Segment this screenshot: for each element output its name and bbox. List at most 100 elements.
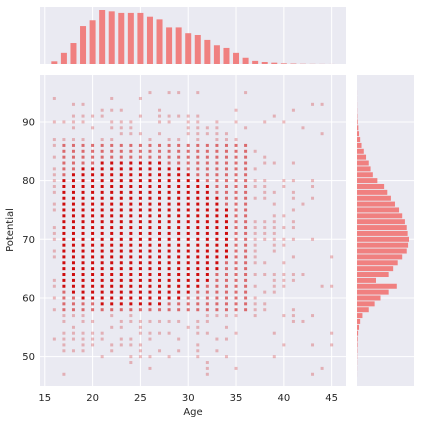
- scatter-point: [52, 226, 56, 230]
- scatter-point: [110, 108, 114, 112]
- scatter-point: [234, 249, 238, 253]
- scatter-point: [110, 202, 114, 206]
- scatter-point: [81, 261, 85, 265]
- scatter-point: [282, 278, 286, 282]
- scatter-point: [177, 138, 181, 142]
- scatter-point: [158, 349, 162, 353]
- scatter-point: [81, 226, 85, 230]
- scatter-point: [205, 273, 209, 277]
- scatter-point: [148, 190, 152, 194]
- potential-histogram-bar: [357, 207, 400, 213]
- potential-histogram-bar: [357, 172, 373, 178]
- age-histogram-bar: [185, 33, 192, 64]
- scatter-point: [129, 143, 133, 147]
- scatter-point: [110, 155, 114, 159]
- scatter-point: [253, 243, 257, 247]
- age-histogram-bar: [252, 60, 259, 64]
- scatter-point: [138, 208, 142, 212]
- scatter-point: [272, 220, 276, 224]
- scatter-point: [138, 149, 142, 153]
- scatter-point: [301, 126, 305, 130]
- scatter-point: [196, 184, 200, 188]
- scatter-point: [205, 143, 209, 147]
- scatter-point: [110, 231, 114, 235]
- scatter-point: [129, 296, 133, 300]
- scatter-point: [205, 319, 209, 323]
- scatter-point: [215, 237, 219, 241]
- scatter-point: [129, 337, 133, 341]
- scatter-point: [119, 161, 123, 165]
- scatter-point: [129, 179, 133, 183]
- scatter-point: [244, 231, 248, 235]
- scatter-point: [119, 214, 123, 218]
- scatter-point: [205, 366, 209, 370]
- scatter-point: [177, 284, 181, 288]
- scatter-point: [196, 138, 200, 142]
- scatter-point: [110, 243, 114, 247]
- scatter-point: [205, 372, 209, 376]
- scatter-point: [186, 284, 190, 288]
- scatter-point: [52, 308, 56, 312]
- scatter-point: [100, 161, 104, 165]
- scatter-point: [177, 226, 181, 230]
- scatter-point: [100, 179, 104, 183]
- scatter-point: [263, 226, 267, 230]
- scatter-point: [129, 278, 133, 282]
- scatter-point: [272, 190, 276, 194]
- scatter-point: [186, 231, 190, 235]
- scatter-point: [224, 296, 228, 300]
- scatter-point: [196, 173, 200, 177]
- scatter-point: [110, 237, 114, 241]
- scatter-point: [311, 314, 315, 318]
- scatter-point: [138, 331, 142, 335]
- scatter-point: [253, 237, 257, 241]
- scatter-point: [129, 132, 133, 136]
- scatter-point: [158, 290, 162, 294]
- scatter-point: [138, 284, 142, 288]
- scatter-point: [81, 143, 85, 147]
- scatter-point: [52, 143, 56, 147]
- scatter-point: [119, 308, 123, 312]
- scatter-point: [186, 214, 190, 218]
- scatter-point: [234, 296, 238, 300]
- potential-histogram-bar: [357, 142, 362, 148]
- scatter-point: [205, 184, 209, 188]
- scatter-point: [148, 319, 152, 323]
- scatter-point: [177, 302, 181, 306]
- scatter-point: [119, 167, 123, 171]
- scatter-point: [110, 179, 114, 183]
- scatter-point: [205, 202, 209, 206]
- potential-histogram-bar: [357, 213, 403, 219]
- scatter-point: [301, 273, 305, 277]
- scatter-point: [100, 337, 104, 341]
- scatter-point: [52, 96, 56, 100]
- scatter-point: [138, 226, 142, 230]
- scatter-point: [71, 349, 75, 353]
- scatter-point: [138, 343, 142, 347]
- scatter-point: [215, 126, 219, 130]
- scatter-point: [224, 149, 228, 153]
- scatter-point: [138, 308, 142, 312]
- scatter-point: [234, 278, 238, 282]
- scatter-point: [186, 267, 190, 271]
- age-histogram-bar: [156, 19, 163, 64]
- scatter-point: [244, 302, 248, 306]
- scatter-point: [119, 343, 123, 347]
- scatter-point: [110, 208, 114, 212]
- scatter-point: [71, 243, 75, 247]
- scatter-point: [244, 196, 248, 200]
- scatter-point: [71, 102, 75, 106]
- scatter-point: [148, 308, 152, 312]
- scatter-point: [138, 243, 142, 247]
- scatter-point: [91, 331, 95, 335]
- scatter-point: [215, 220, 219, 224]
- scatter-point: [167, 220, 171, 224]
- scatter-point: [81, 220, 85, 224]
- scatter-point: [81, 278, 85, 282]
- scatter-point: [71, 126, 75, 130]
- scatter-point: [205, 126, 209, 130]
- potential-histogram-bar: [357, 148, 364, 154]
- scatter-point: [52, 296, 56, 300]
- scatter-point: [244, 161, 248, 165]
- scatter-point: [129, 220, 133, 224]
